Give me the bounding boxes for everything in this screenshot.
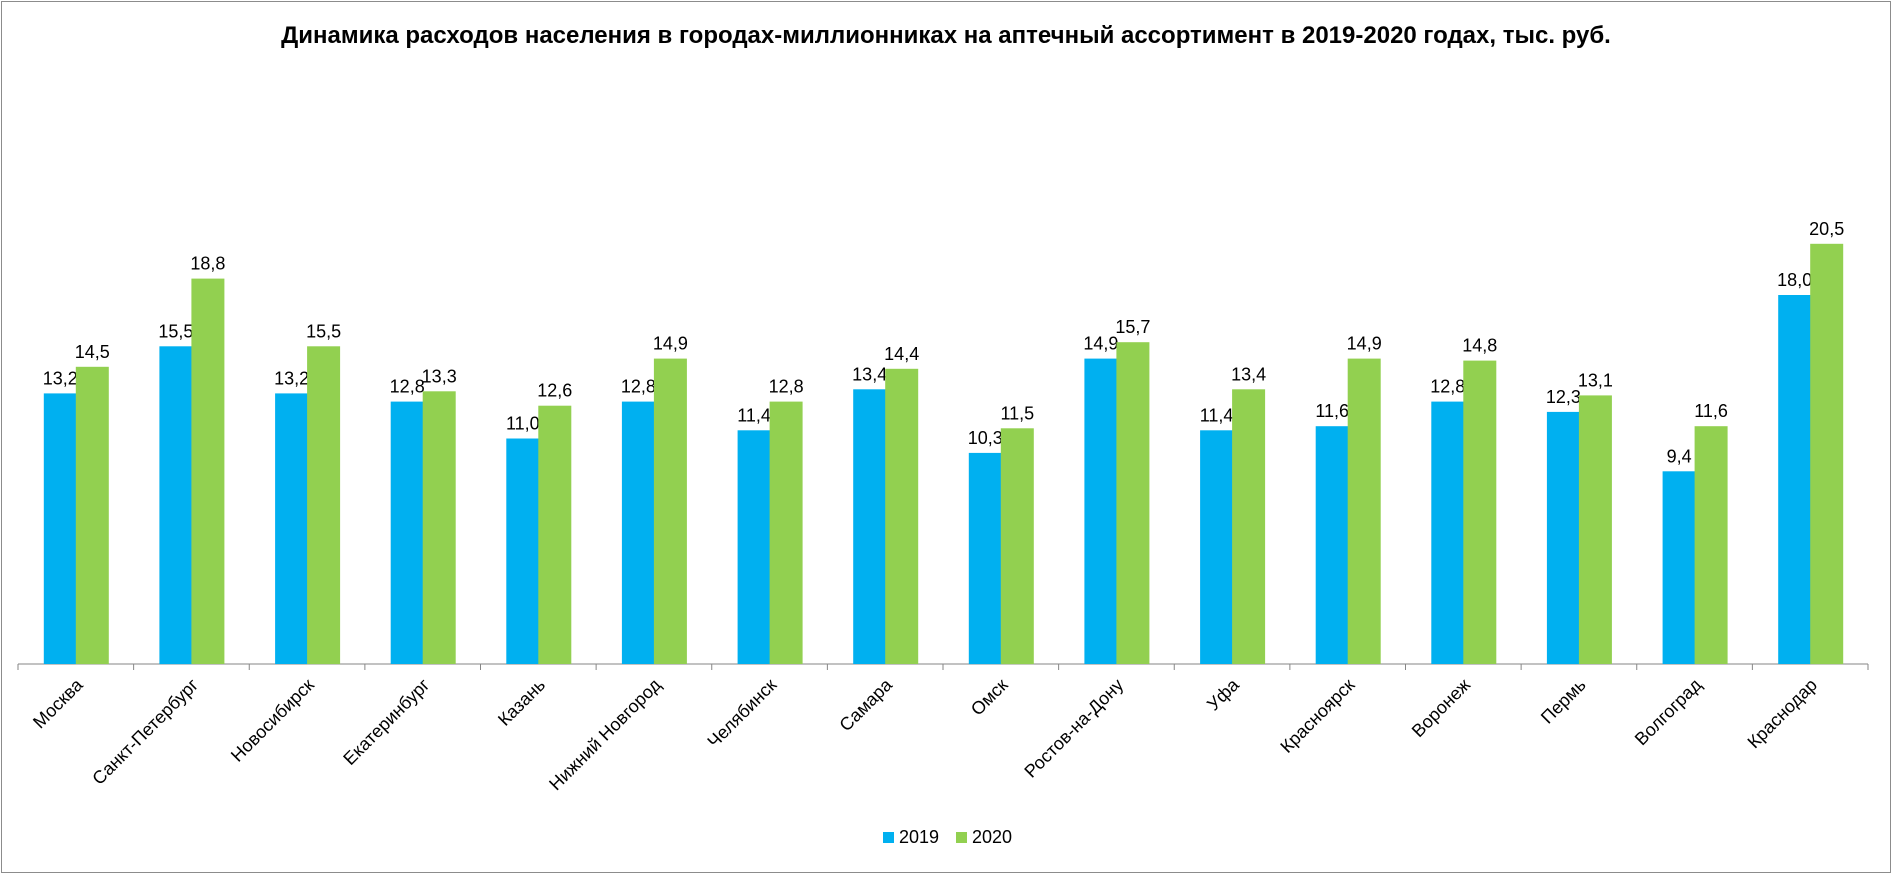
bar-2020-0 — [75, 366, 109, 665]
data-label-2020-11: 14,9 — [1347, 334, 1382, 354]
bar-2020-1 — [191, 278, 225, 664]
data-label-2020-8: 11,5 — [1000, 403, 1034, 423]
bar-2020-10 — [1232, 389, 1266, 664]
category-label-10: Уфа — [1203, 674, 1243, 714]
legend-swatch-2019 — [883, 832, 894, 843]
bar-2020-5 — [653, 358, 687, 664]
category-label-15: Краснодар — [1744, 675, 1821, 752]
bar-2019-0 — [43, 393, 77, 664]
data-label-2019-5: 12,8 — [621, 377, 656, 397]
data-label-2019-14: 9,4 — [1667, 446, 1692, 466]
data-label-2020-0: 14,5 — [75, 342, 110, 362]
bar-2019-14 — [1662, 471, 1696, 664]
bar-2019-6 — [737, 430, 771, 664]
category-label-4: Казань — [494, 675, 549, 730]
bar-2019-7 — [853, 389, 887, 664]
category-label-13: Пермь — [1537, 675, 1590, 728]
bar-2019-3 — [390, 401, 424, 664]
bar-2020-9 — [1116, 342, 1150, 664]
bar-2020-4 — [538, 405, 572, 664]
category-label-3: Екатеринбург — [339, 674, 434, 769]
bar-2020-14 — [1694, 426, 1728, 664]
data-label-2019-13: 12,3 — [1546, 387, 1581, 407]
category-label-11: Красноярск — [1276, 675, 1358, 757]
bar-2019-8 — [968, 452, 1002, 665]
data-label-2020-7: 14,4 — [884, 344, 919, 364]
bar-2019-5 — [621, 401, 655, 664]
data-label-2020-4: 12,6 — [537, 381, 572, 401]
category-label-0: Москва — [29, 674, 87, 732]
data-label-2019-7: 13,4 — [852, 364, 887, 384]
bar-2019-13 — [1546, 411, 1580, 665]
legend-swatch-2020 — [956, 832, 967, 843]
bar-2020-12 — [1463, 360, 1497, 664]
category-label-7: Самара — [835, 674, 896, 735]
data-label-2019-10: 11,4 — [1200, 405, 1234, 425]
bar-2020-8 — [1000, 428, 1034, 665]
data-label-2020-3: 13,3 — [422, 366, 457, 386]
bar-2020-13 — [1578, 395, 1612, 664]
data-label-2019-11: 11,6 — [1315, 401, 1349, 421]
data-label-2020-12: 14,8 — [1462, 336, 1497, 356]
data-label-2020-6: 12,8 — [769, 377, 804, 397]
bar-2019-15 — [1778, 295, 1812, 664]
legend-label-2019: 2019 — [899, 827, 939, 847]
bar-2019-12 — [1431, 401, 1465, 664]
data-label-2020-1: 18,8 — [190, 254, 225, 274]
bar-2020-7 — [885, 368, 919, 664]
data-label-2020-14: 11,6 — [1694, 401, 1728, 421]
category-label-2: Новосибирск — [227, 675, 318, 766]
bar-2019-9 — [1084, 358, 1118, 664]
data-label-2019-9: 14,9 — [1083, 334, 1118, 354]
data-label-2020-5: 14,9 — [653, 334, 688, 354]
category-label-5: Нижний Новгород — [545, 674, 665, 794]
data-label-2020-2: 15,5 — [306, 321, 341, 341]
legend-label-2020: 2020 — [972, 827, 1012, 847]
chart-title: Динамика расходов населения в городах-ми… — [281, 22, 1611, 49]
data-label-2019-8: 10,3 — [968, 428, 1003, 448]
data-label-2020-13: 13,1 — [1578, 370, 1613, 390]
bar-2020-6 — [769, 401, 803, 664]
data-label-2019-15: 18,0 — [1777, 270, 1812, 290]
bar-2020-3 — [422, 391, 456, 664]
data-label-2020-15: 20,5 — [1809, 219, 1844, 239]
data-label-2020-10: 13,4 — [1231, 364, 1266, 384]
bar-2020-2 — [307, 346, 341, 665]
bar-2019-1 — [159, 346, 193, 665]
data-label-2019-1: 15,5 — [158, 321, 193, 341]
data-label-2019-6: 11,4 — [737, 405, 771, 425]
bar-2020-15 — [1810, 243, 1844, 665]
data-label-2019-2: 13,2 — [274, 368, 309, 388]
category-label-14: Волгоград — [1631, 674, 1706, 749]
category-label-9: Ростов-на-Дону — [1020, 675, 1127, 782]
bar-2020-11 — [1347, 358, 1381, 664]
data-label-2020-9: 15,7 — [1115, 317, 1150, 337]
category-label-8: Омск — [967, 675, 1012, 720]
bar-2019-10 — [1200, 430, 1234, 664]
data-label-2019-4: 11,0 — [506, 414, 540, 434]
data-label-2019-0: 13,2 — [43, 368, 78, 388]
category-label-12: Воронеж — [1408, 675, 1474, 741]
bar-2019-4 — [506, 438, 540, 664]
category-label-6: Челябинск — [703, 675, 780, 752]
data-label-2019-3: 12,8 — [390, 377, 425, 397]
bar-2019-2 — [275, 393, 309, 664]
category-label-1: Санкт-Петербург — [88, 674, 202, 788]
bar-2019-11 — [1315, 426, 1349, 664]
data-label-2019-12: 12,8 — [1430, 377, 1465, 397]
